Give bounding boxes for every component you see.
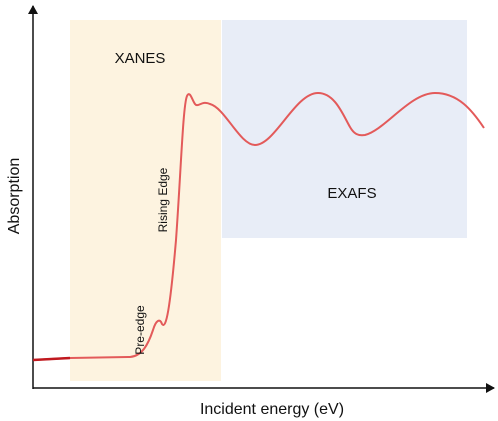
exafs-region: [222, 20, 467, 238]
pre-edge-label: Pre-edge: [133, 305, 147, 355]
absorption-curve: [32, 91, 485, 361]
exafs-label: EXAFS: [327, 185, 376, 202]
baseline: [32, 356, 71, 362]
xanes-label: XANES: [115, 50, 166, 67]
xanes-region: [70, 20, 221, 381]
x-axis-label: Incident energy (eV): [200, 401, 344, 418]
rising-edge-label: Rising Edge: [156, 167, 170, 232]
y-axis-label: Absorption: [6, 158, 23, 235]
